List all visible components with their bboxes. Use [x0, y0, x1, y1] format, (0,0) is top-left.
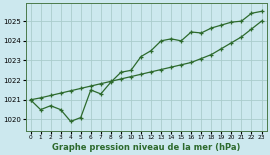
X-axis label: Graphe pression niveau de la mer (hPa): Graphe pression niveau de la mer (hPa): [52, 143, 240, 152]
